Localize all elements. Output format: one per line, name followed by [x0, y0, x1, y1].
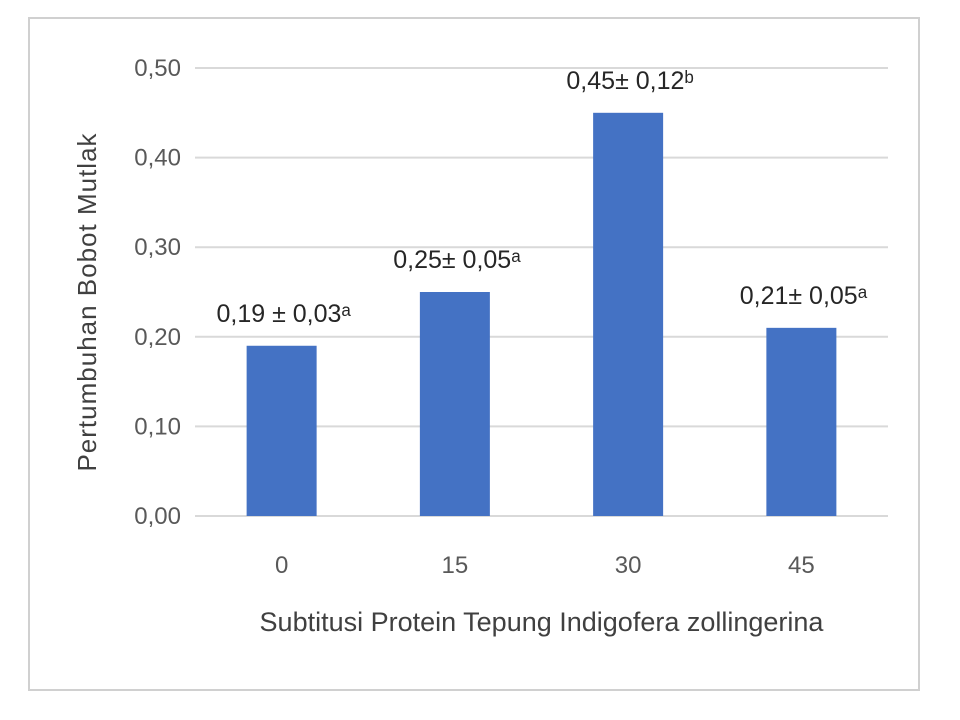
y-axis-ticks: 0,00 0,10 0,20 0,30 0,40 0,50 [134, 55, 181, 530]
chart-frame: 0,00 0,10 0,20 0,30 0,40 0,50 0 15 30 45 0,19 ± … [28, 17, 920, 691]
x-tick-label: 15 [442, 552, 469, 579]
y-tick-label: 0,40 [134, 145, 181, 172]
y-tick-label: 0,30 [134, 234, 181, 261]
x-axis-ticks: 0 15 30 45 [275, 552, 815, 579]
y-tick-label: 0,20 [134, 324, 181, 351]
y-tick-label: 0,10 [134, 413, 181, 440]
bar-45 [766, 327, 837, 516]
bar-0 [246, 345, 317, 516]
data-labels: 0,19 ± 0,03ᵃ 0,25± 0,05ᵃ 0,45± 0,12ᵇ 0,21± … [217, 67, 868, 328]
y-tick-label: 0,00 [134, 503, 181, 530]
bar-chart: 0,00 0,10 0,20 0,30 0,40 0,50 0 15 30 45 0,19 ± … [72, 55, 888, 637]
y-axis-title: Pertumbuhan Bobot Mutlak [72, 132, 102, 471]
y-tick-label: 0,50 [134, 55, 181, 82]
data-label: 0,19 ± 0,03ᵃ [217, 300, 352, 328]
bar-30 [593, 112, 664, 517]
x-tick-label: 45 [788, 552, 815, 579]
data-label: 0,21± 0,05ᵃ [740, 282, 868, 310]
x-tick-label: 0 [275, 552, 288, 579]
bars [246, 112, 837, 517]
x-axis-title: Subtitusi Protein Tepung Indigofera zoll… [260, 607, 825, 637]
data-label: 0,25± 0,05ᵃ [393, 246, 521, 274]
x-tick-label: 30 [615, 552, 642, 579]
bar-15 [419, 292, 490, 516]
data-label: 0,45± 0,12ᵇ [566, 67, 693, 95]
